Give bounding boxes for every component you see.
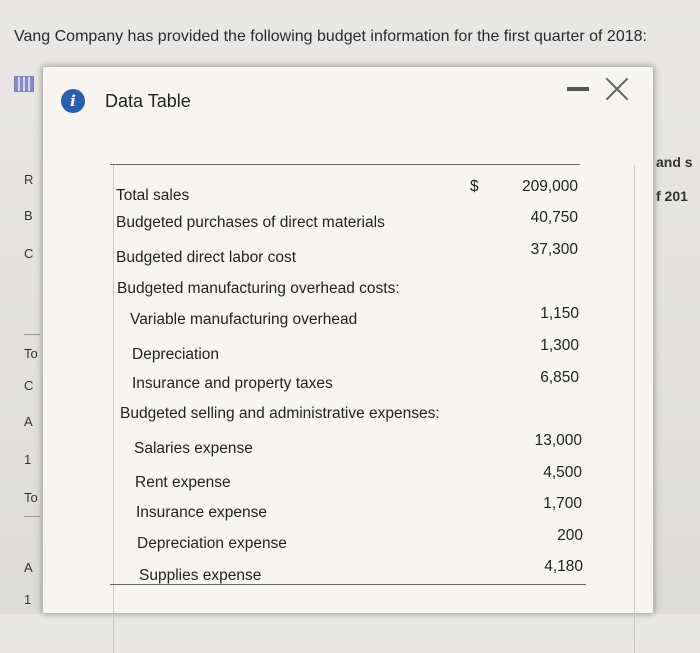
- row-value: 1,700: [543, 495, 582, 512]
- row-label: Depreciation expense: [137, 535, 287, 552]
- row-label: Budgeted selling and administrative expe…: [120, 405, 440, 422]
- currency-symbol: $: [470, 178, 479, 195]
- row-value: 1,150: [540, 305, 579, 322]
- data-table-dialog: i Data Table: [42, 66, 654, 653]
- bg-fragment: B: [24, 208, 33, 223]
- bg-fragment: A: [24, 560, 33, 575]
- dialog-title: Data Table: [105, 91, 191, 111]
- bg-fragment: A: [24, 414, 33, 429]
- row-value: 13,000: [534, 432, 582, 449]
- row-label: Depreciation: [132, 346, 220, 363]
- bg-fragment: C: [24, 246, 34, 261]
- bg-fragment: f 201: [656, 188, 688, 204]
- row-value: 209,000: [521, 178, 578, 195]
- bg-divider: [24, 334, 40, 335]
- row-label: Insurance expense: [136, 504, 267, 521]
- row-label: Variable manufacturing overhead: [130, 311, 358, 328]
- bg-fragment: R: [24, 172, 34, 187]
- bg-fragment: 1: [24, 592, 32, 607]
- row-label: Budgeted direct labor cost: [116, 249, 297, 266]
- bg-fragment: To: [24, 490, 38, 505]
- row-label: Budgeted manufacturing overhead costs:: [117, 280, 400, 297]
- row-value: 6,850: [540, 369, 579, 386]
- close-icon[interactable]: [603, 75, 631, 103]
- row-value: 40,750: [530, 209, 578, 226]
- row-value: 200: [557, 527, 583, 544]
- grid-icon[interactable]: [14, 76, 34, 92]
- info-icon: i: [61, 89, 85, 113]
- row-label: Rent expense: [135, 474, 231, 491]
- row-label: Salaries expense: [134, 440, 253, 457]
- bg-fragment: 1: [24, 452, 32, 467]
- bg-fragment: and s: [656, 154, 693, 170]
- dialog-header: i Data Table: [43, 67, 653, 133]
- bg-divider: [24, 516, 40, 517]
- row-value: 37,300: [530, 241, 578, 258]
- table-frame: [113, 165, 635, 653]
- row-value: 1,300: [540, 337, 579, 354]
- minimize-icon[interactable]: [567, 87, 589, 91]
- row-label: Total sales: [116, 187, 190, 204]
- bg-fragment: To: [24, 346, 38, 361]
- row-value: 4,500: [543, 464, 582, 481]
- table-top-rule: [110, 164, 580, 165]
- row-label: Budgeted purchases of direct materials: [116, 214, 385, 231]
- row-label: Supplies expense: [139, 567, 262, 584]
- table-bottom-rule: [110, 584, 586, 585]
- row-label: Insurance and property taxes: [132, 375, 333, 392]
- row-value: 4,180: [544, 558, 583, 575]
- page-heading: Vang Company has provided the following …: [14, 28, 647, 45]
- bg-fragment: C: [24, 378, 34, 393]
